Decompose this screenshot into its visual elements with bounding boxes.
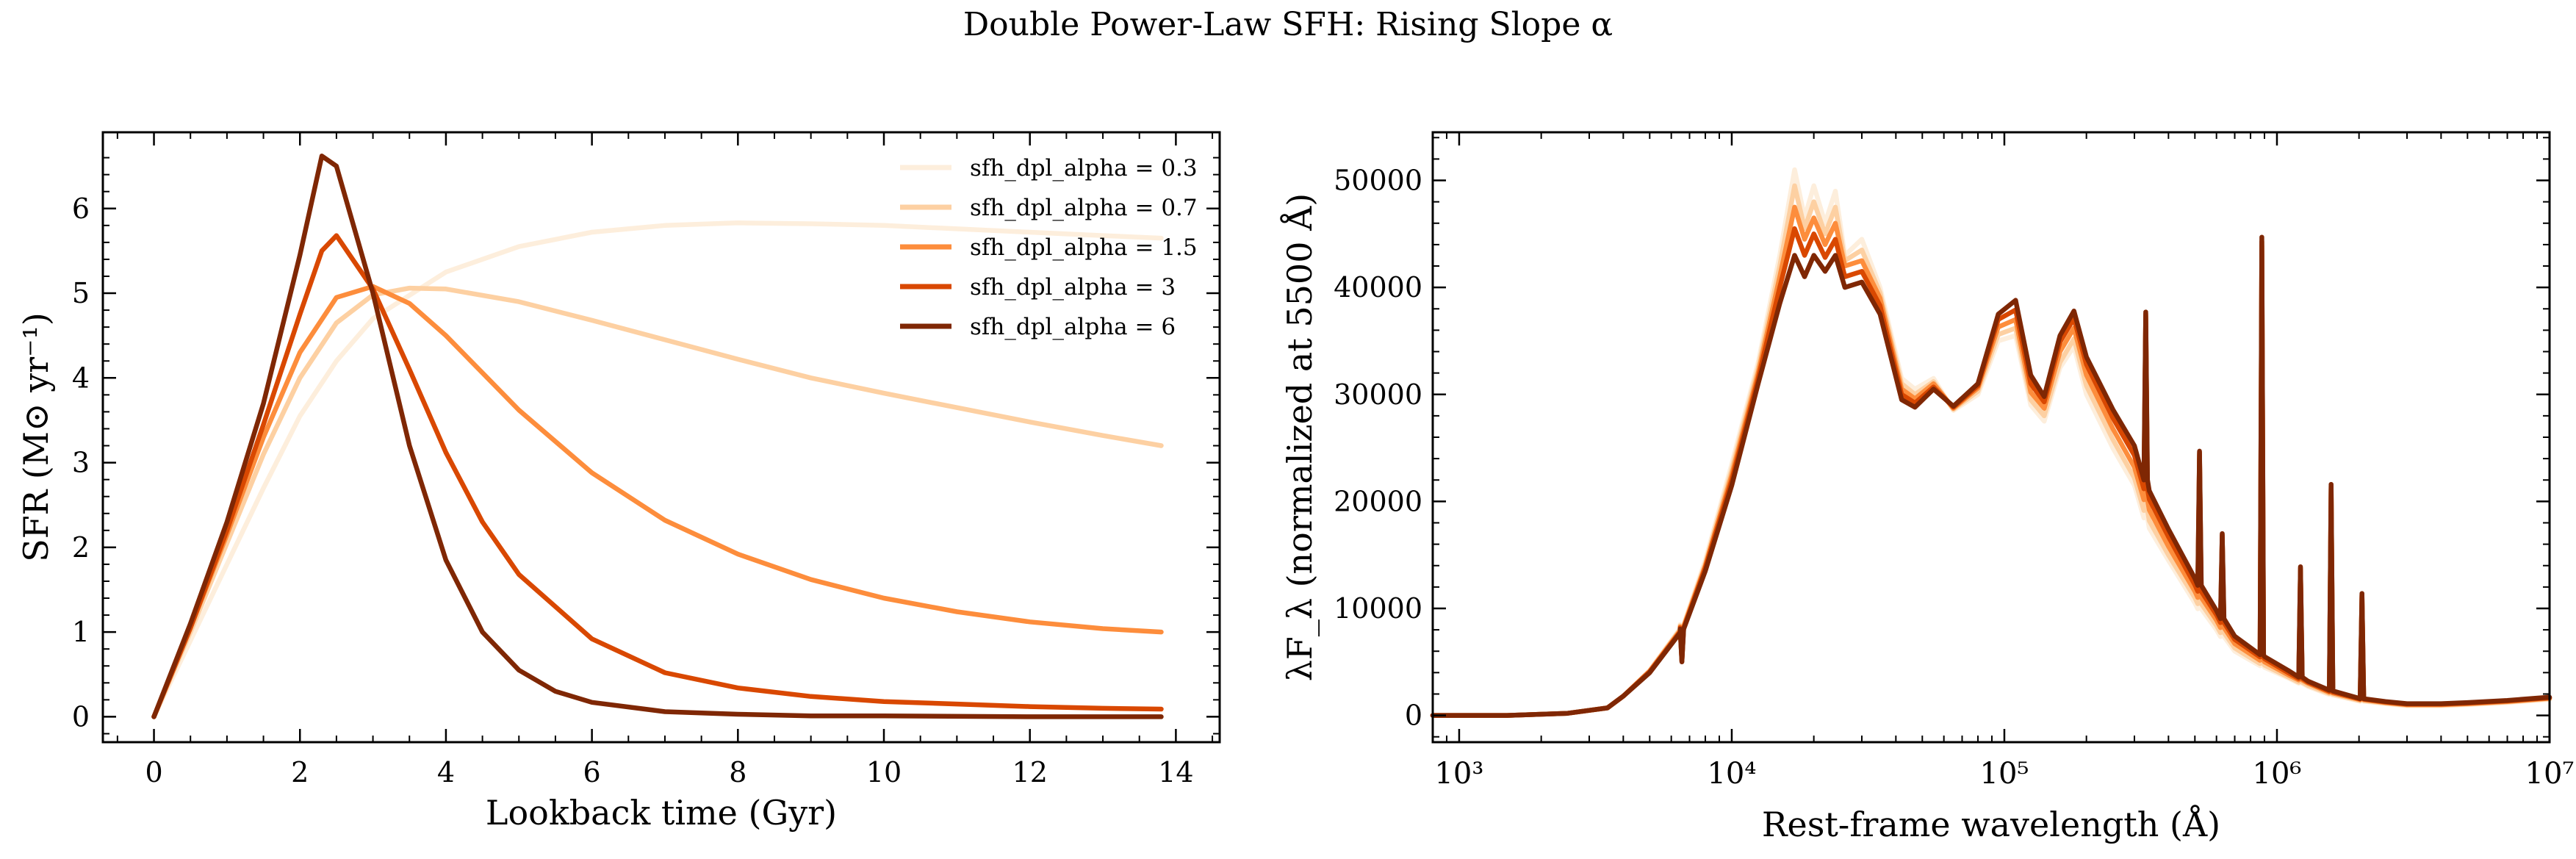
sfh-series-line-5 — [151, 154, 1164, 719]
sed-series-lines — [1430, 167, 2552, 718]
sfh-x-tick-label: 6 — [583, 756, 601, 788]
sfh-y-tick-label: 5 — [72, 277, 90, 309]
sfh-x-tick-label: 8 — [729, 756, 746, 788]
sed-x-tick-label: 10⁴ — [1707, 757, 1756, 791]
legend-label: sfh_dpl_alpha = 3 — [970, 274, 1176, 301]
sed-y-tick-label: 10000 — [1334, 592, 1422, 625]
sed-x-tick-label: 10³ — [1434, 757, 1483, 791]
sed-x-tick-label: 10⁶ — [2253, 757, 2302, 791]
sed-x-tick-label: 10⁷ — [2525, 757, 2575, 791]
sfh-x-tick-label: 4 — [437, 756, 455, 788]
sed-y-tick-label: 50000 — [1334, 165, 1422, 197]
sed-y-axis-label: λF_λ (normalized at 5500 Å) — [1279, 193, 1320, 681]
sed-axes-frame — [1431, 131, 2551, 744]
sfh-y-tick-label: 0 — [72, 700, 90, 733]
sed-series-line-1 — [1430, 167, 2552, 718]
legend-label: sfh_dpl_alpha = 0.7 — [970, 195, 1198, 221]
sfh-x-tick-label: 2 — [291, 756, 309, 788]
figure-title: Double Power-Law SFH: Rising Slope α — [963, 6, 1613, 43]
sfh-series-line-4 — [151, 233, 1164, 719]
sfh-series-line-3 — [151, 284, 1164, 719]
sfh-legend: sfh_dpl_alpha = 0.3 sfh_dpl_alpha = 0.7 sf… — [900, 155, 1198, 340]
sfh-x-tick-label: 10 — [866, 756, 902, 788]
sed-series-line-3 — [1430, 204, 2552, 718]
sfh-y-tick-label: 3 — [72, 447, 90, 479]
sfh-x-tick-label: 0 — [145, 756, 162, 788]
sed-axis-ticks: 10³ 10⁴ 10⁵ 10⁶ 10⁷ 0 10000 20000 30000 40000 5000… — [1334, 132, 2574, 791]
sed-y-tick-label: 20000 — [1334, 485, 1422, 517]
sfh-y-tick-label: 4 — [72, 362, 90, 394]
legend-label: sfh_dpl_alpha = 1.5 — [970, 234, 1198, 261]
legend-label: sfh_dpl_alpha = 6 — [970, 314, 1176, 340]
sed-series-line-4 — [1430, 226, 2552, 718]
sed-x-tick-label: 10⁵ — [1980, 757, 2029, 791]
sfh-y-tick-label: 1 — [72, 616, 90, 648]
sfh-y-tick-label: 6 — [72, 193, 90, 225]
sed-series-line-2 — [1430, 183, 2552, 718]
sed-y-tick-label: 30000 — [1334, 378, 1422, 411]
sfh-series-line-1 — [151, 220, 1164, 719]
sed-x-axis-label: Rest-frame wavelength (Å) — [1762, 804, 2220, 844]
legend-label: sfh_dpl_alpha = 0.3 — [970, 155, 1198, 181]
sed-series-line-5 — [1430, 234, 2552, 718]
sfh-series-line-2 — [151, 285, 1164, 719]
sfh-series-lines — [151, 154, 1164, 719]
sed-y-tick-label: 40000 — [1334, 271, 1422, 303]
sed-panel: 10³ 10⁴ 10⁵ 10⁶ 10⁷ 0 10000 20000 30000 40000 5000… — [1279, 131, 2574, 844]
sed-y-tick-label: 0 — [1405, 700, 1422, 732]
sfh-y-tick-label: 2 — [72, 531, 90, 564]
sfh-axes-frame — [101, 131, 1221, 744]
sfh-y-axis-label: SFR (M⊙ yr⁻¹) — [16, 312, 56, 562]
sfh-x-axis-label: Lookback time (Gyr) — [486, 793, 837, 833]
sfh-x-tick-label: 14 — [1158, 756, 1193, 788]
sfh-x-tick-label: 12 — [1012, 756, 1048, 788]
